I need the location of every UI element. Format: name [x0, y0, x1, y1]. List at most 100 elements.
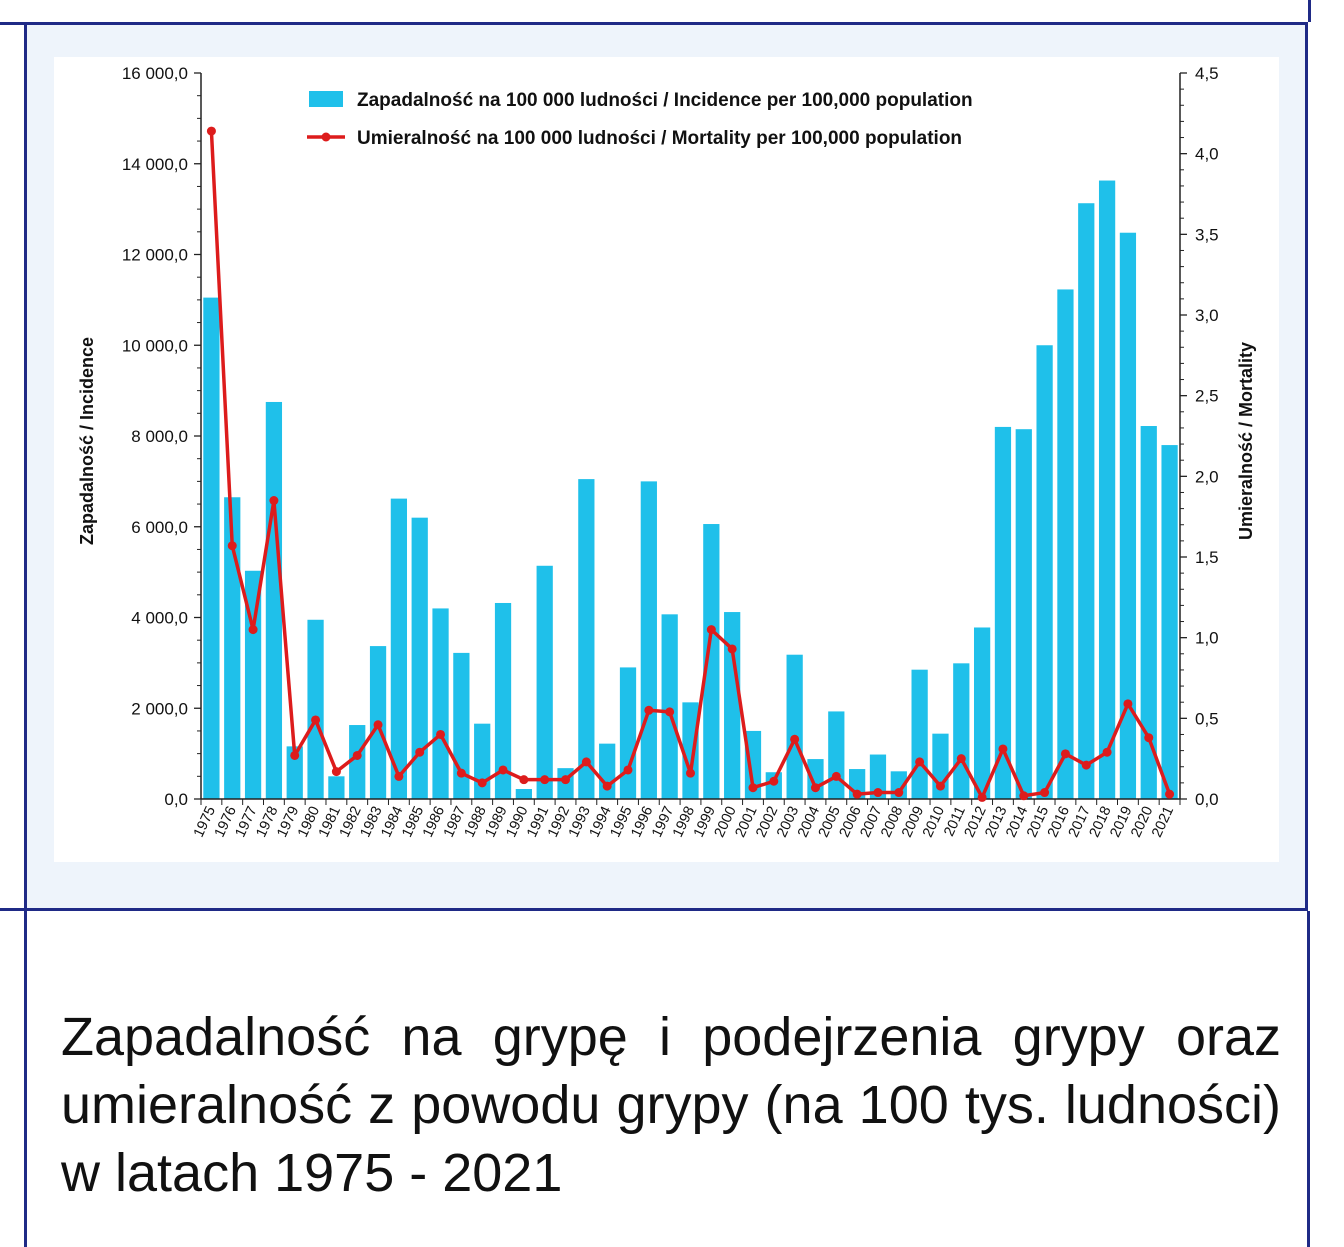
- incidence-bar: [786, 654, 803, 799]
- incidence-bar: [515, 789, 532, 799]
- right-axis-title: Umieralność / Mortality: [1236, 342, 1256, 540]
- mortality-point: [852, 789, 862, 799]
- incidence-bar: [682, 702, 699, 799]
- mortality-point: [686, 768, 695, 778]
- frame-border: [1308, 0, 1311, 22]
- incidence-bar: [349, 725, 366, 799]
- mortality-point: [1123, 699, 1133, 709]
- mortality-point: [561, 775, 571, 785]
- incidence-bar: [724, 612, 741, 799]
- left-tick-label: 6 000,0: [131, 518, 188, 537]
- left-tick-label: 0,0: [164, 790, 188, 809]
- mortality-point: [706, 625, 716, 635]
- influenza-chart: 0,0 2 000,0 4 000,0 6 000,0 8 000,0 10 000,0 1…: [77, 64, 1256, 840]
- mortality-point: [748, 783, 758, 793]
- incidence-bar: [744, 730, 762, 799]
- right-tick-label: 4,5: [1195, 64, 1219, 83]
- incidence-bar: [328, 776, 345, 799]
- left-tick-label: 10 000,0: [122, 336, 188, 355]
- mortality-point: [1060, 749, 1070, 759]
- incidence-bar: [599, 743, 616, 799]
- mortality-point: [1040, 788, 1050, 798]
- mortality-point: [1144, 733, 1154, 743]
- left-tick-label: 16 000,0: [122, 64, 188, 83]
- mortality-point: [769, 776, 779, 786]
- incidence-bar: [1015, 429, 1032, 799]
- left-tick-label: 12 000,0: [122, 246, 188, 265]
- mortality-point: [311, 715, 321, 725]
- mortality-point: [727, 644, 737, 654]
- incidence-bar: [307, 619, 324, 799]
- mortality-point: [935, 781, 945, 791]
- mortality-point: [436, 729, 446, 739]
- mortality-point: [331, 767, 341, 777]
- mortality-point: [831, 771, 841, 781]
- mortality-point: [352, 750, 362, 760]
- mortality-point: [1019, 791, 1029, 801]
- incidence-bar: [1140, 426, 1157, 799]
- mortality-point: [394, 771, 404, 781]
- right-tick-label: 2,0: [1195, 467, 1219, 486]
- left-tick-label: 4 000,0: [131, 609, 188, 628]
- right-tick-label: 4,0: [1195, 145, 1219, 164]
- incidence-bar: [703, 524, 720, 799]
- incidence-bar: [1036, 345, 1053, 799]
- incidence-bar: [1119, 232, 1137, 800]
- right-tick-label: 3,5: [1195, 225, 1219, 244]
- incidence-bar: [494, 602, 512, 799]
- mortality-point: [602, 781, 612, 791]
- mortality-point: [915, 757, 925, 767]
- mortality-point: [540, 775, 550, 785]
- incidence-bar: [807, 759, 824, 799]
- incidence-bar: [828, 711, 845, 799]
- mortality-point: [956, 754, 966, 764]
- incidence-bar: [536, 565, 553, 799]
- left-tick-label: 8 000,0: [131, 427, 188, 446]
- mortality-point: [644, 705, 654, 715]
- mortality-point: [477, 778, 487, 788]
- mortality-point: [456, 768, 466, 778]
- right-tick-label: 0,0: [1195, 790, 1219, 809]
- incidence-bar: [661, 614, 678, 799]
- legend-line-marker: [321, 132, 331, 142]
- caption-box: Zapadalność na grypę i podejrzenia grypy…: [24, 911, 1310, 1247]
- mortality-point: [1102, 747, 1112, 757]
- incidence-bar: [1098, 180, 1116, 799]
- mortality-point: [894, 788, 904, 798]
- mortality-point: [810, 783, 820, 793]
- mortality-point: [227, 541, 237, 551]
- legend-mortality-label: Umieralność na 100 000 ludności / Mortal…: [357, 128, 962, 149]
- legend-bar-swatch: [309, 91, 343, 107]
- mortality-point: [1165, 789, 1175, 799]
- incidence-bar: [1161, 445, 1178, 799]
- top-frame: [0, 0, 1344, 22]
- incidence-bar: [869, 754, 887, 799]
- mortality-point: [665, 707, 675, 717]
- left-axis-title: Zapadalność / Incidence: [77, 337, 97, 545]
- incidence-bar: [1078, 203, 1095, 799]
- mortality-point: [519, 775, 529, 785]
- incidence-bar: [911, 669, 928, 799]
- incidence-bar: [619, 667, 637, 799]
- incidence-bar: [203, 297, 220, 799]
- mortality-point: [206, 126, 216, 136]
- incidence-bar: [640, 481, 657, 799]
- right-tick-label: 1,0: [1195, 629, 1219, 648]
- mortality-point: [290, 750, 300, 760]
- mortality-point: [977, 792, 987, 802]
- left-margin-strip: [0, 22, 24, 911]
- incidence-bar: [994, 426, 1012, 799]
- incidence-bar: [286, 746, 303, 799]
- incidence-bar: [390, 498, 408, 799]
- mortality-point: [873, 788, 883, 798]
- incidence-bar: [973, 627, 991, 799]
- right-tick-label: 0,5: [1195, 709, 1219, 728]
- legend-incidence-label: Zapadalność na 100 000 ludności / Incide…: [357, 90, 973, 111]
- incidence-bar: [1057, 289, 1074, 799]
- incidence-bar: [578, 479, 595, 799]
- incidence-bar: [411, 517, 428, 799]
- mortality-point: [415, 747, 425, 757]
- right-tick-label: 2,5: [1195, 387, 1219, 406]
- mortality-point: [998, 744, 1008, 754]
- incidence-bar: [224, 497, 241, 799]
